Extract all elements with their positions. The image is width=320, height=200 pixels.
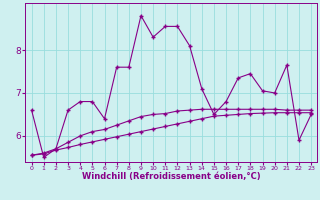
X-axis label: Windchill (Refroidissement éolien,°C): Windchill (Refroidissement éolien,°C) bbox=[82, 172, 261, 181]
